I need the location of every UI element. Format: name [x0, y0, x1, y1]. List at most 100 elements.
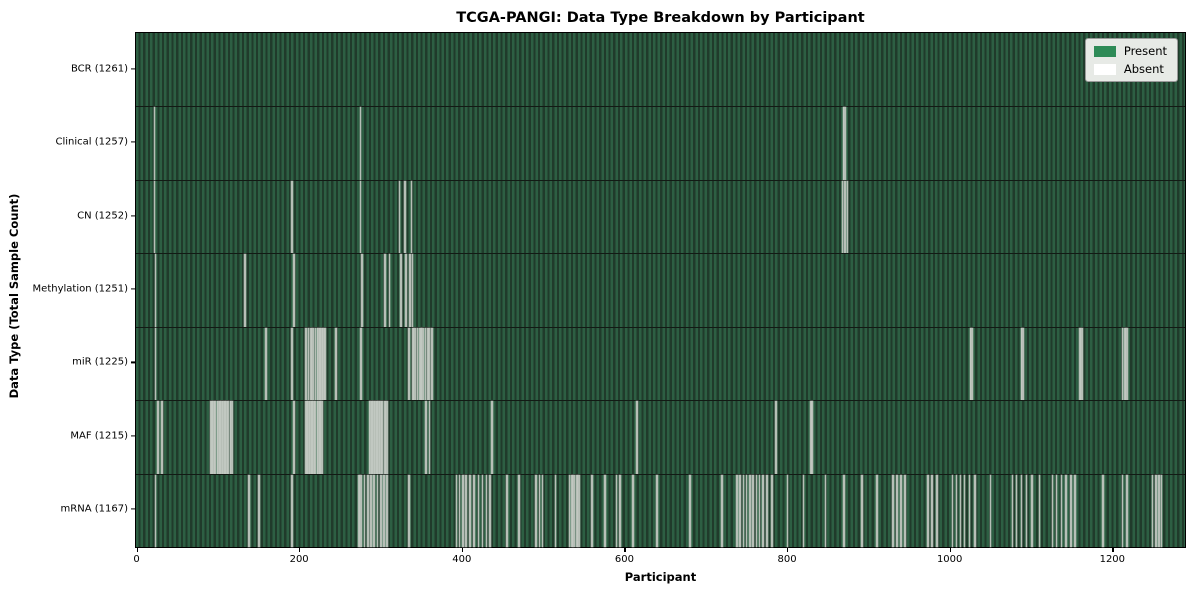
absent-mark [154, 254, 157, 327]
absent-mark [900, 474, 902, 547]
absent-mark [410, 180, 413, 254]
absent-mark [386, 401, 389, 474]
x-tick-mark [949, 548, 951, 552]
absent-mark [422, 327, 424, 401]
heatmap-row-methylation [136, 253, 1185, 327]
absent-mark [568, 474, 571, 547]
absent-mark [265, 327, 267, 401]
absent-mark [1020, 474, 1023, 547]
absent-mark [951, 474, 954, 547]
absent-mark [469, 474, 471, 547]
absent-mark [1124, 327, 1126, 401]
absent-mark [843, 474, 846, 547]
legend-item-present: Present [1093, 45, 1167, 57]
heatmap-row-mrna [136, 473, 1185, 547]
absent-mark [248, 474, 250, 547]
absent-mark [214, 401, 217, 474]
absent-mark [425, 401, 428, 474]
absent-mark [742, 474, 745, 547]
absent-mark [412, 327, 415, 401]
legend: Present Absent [1084, 38, 1178, 82]
absent-mark [844, 107, 846, 180]
absent-mark [1160, 474, 1163, 547]
absent-mark [535, 474, 537, 547]
x-axis-label: Participant [624, 570, 697, 584]
absent-mark [505, 474, 508, 547]
absent-mark [745, 474, 748, 547]
legend-absent-label: Absent [1123, 62, 1164, 76]
absent-mark [491, 401, 493, 474]
absent-mark [324, 327, 327, 401]
y-tick-label: miR (1225) [72, 356, 128, 368]
absent-mark [636, 401, 638, 474]
y-tick-mark [131, 214, 135, 217]
x-tick-mark [461, 548, 463, 552]
absent-mark [575, 474, 578, 547]
absent-mark [216, 401, 219, 474]
absent-mark [752, 474, 754, 547]
y-tick-mark [131, 508, 135, 510]
absent-mark [376, 474, 379, 547]
absent-mark [632, 474, 634, 547]
absent-mark [1011, 474, 1014, 547]
absent-mark [736, 474, 738, 547]
absent-mark [1022, 327, 1024, 401]
absent-mark [314, 401, 317, 474]
absent-mark [615, 474, 618, 547]
x-tick-mark [1112, 548, 1114, 552]
absent-mark [307, 327, 310, 401]
absent-mark [473, 474, 476, 547]
absent-mark [357, 474, 360, 547]
absent-mark [209, 401, 212, 474]
absent-mark [157, 401, 159, 474]
absent-mark [573, 474, 576, 547]
absent-mark [1154, 474, 1157, 547]
absent-mark [218, 401, 220, 474]
absent-mark [963, 474, 966, 547]
absent-mark [359, 180, 362, 254]
absent-mark [373, 401, 376, 474]
absent-mark [749, 474, 751, 547]
plot-area: Present Absent [135, 32, 1186, 548]
absent-mark [319, 401, 322, 474]
absent-mark [755, 474, 758, 547]
absent-mark [308, 401, 310, 474]
y-tick-label: BCR (1261) [70, 63, 128, 75]
heatmap-row-cn [136, 179, 1185, 254]
absent-mark [371, 401, 374, 474]
absent-mark [361, 254, 363, 327]
absent-mark [739, 474, 741, 547]
absent-mark [904, 474, 907, 547]
absent-mark [931, 474, 933, 547]
absent-mark [458, 474, 461, 547]
absent-mark [656, 474, 659, 547]
absent-mark [721, 474, 724, 547]
absent-mark [370, 401, 372, 474]
y-tick-mark [131, 435, 135, 437]
absent-mark [465, 474, 467, 547]
absent-mark [398, 180, 401, 254]
x-tick-label: 200 [289, 554, 309, 565]
absent-mark [368, 401, 371, 474]
absent-mark [408, 327, 410, 401]
absent-mark [310, 401, 312, 474]
absent-mark [936, 474, 938, 547]
heatmap-row-clinical [136, 106, 1185, 180]
absent-mark [221, 401, 223, 474]
x-tick-label: 800 [777, 554, 797, 565]
absent-mark [316, 327, 319, 401]
absent-mark [971, 327, 973, 401]
absent-mark [844, 180, 846, 254]
absent-mark [318, 327, 320, 401]
absent-mark [571, 474, 573, 547]
absent-mark [388, 254, 391, 327]
y-tick-label: mRNA (1167) [60, 503, 128, 515]
absent-mark [409, 254, 411, 327]
y-axis-label-text: Data Type (Total Sample Count) [7, 193, 21, 399]
absent-mark [375, 401, 377, 474]
absent-mark [1038, 474, 1041, 547]
absent-mark [1102, 474, 1104, 547]
absent-mark [861, 474, 863, 547]
y-tick-mark [131, 141, 135, 143]
